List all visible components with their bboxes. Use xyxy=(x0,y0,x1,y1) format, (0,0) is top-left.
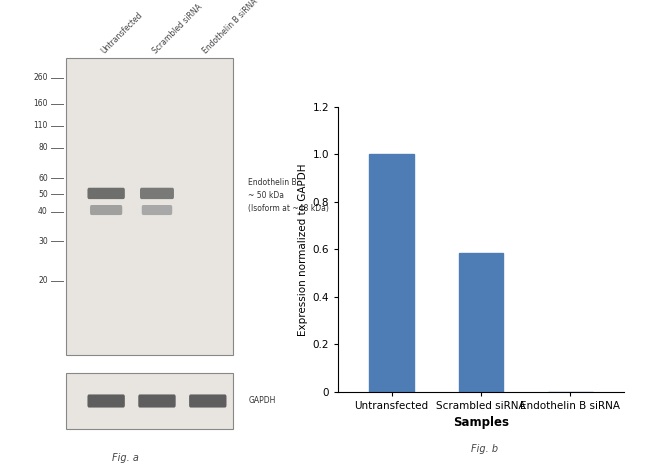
FancyBboxPatch shape xyxy=(88,188,125,199)
Text: Fig. b: Fig. b xyxy=(471,444,498,454)
Text: 260: 260 xyxy=(33,73,48,82)
Text: 30: 30 xyxy=(38,237,48,246)
Text: 80: 80 xyxy=(38,143,48,152)
Text: Untransfected: Untransfected xyxy=(100,11,145,56)
Y-axis label: Expression normalized to GAPDH: Expression normalized to GAPDH xyxy=(298,163,308,336)
X-axis label: Samples: Samples xyxy=(453,417,509,429)
Bar xyxy=(369,154,414,392)
Text: Scrambled siRNA: Scrambled siRNA xyxy=(151,3,203,56)
FancyBboxPatch shape xyxy=(90,205,122,215)
Text: 160: 160 xyxy=(33,99,48,108)
FancyBboxPatch shape xyxy=(140,188,174,199)
Bar xyxy=(66,372,233,429)
Bar xyxy=(66,58,233,355)
Text: Endothelin B siRNA: Endothelin B siRNA xyxy=(202,0,260,56)
Text: Endothelin B
~ 50 kDa
(Isoform at ~48 kDa): Endothelin B ~ 50 kDa (Isoform at ~48 kD… xyxy=(248,178,329,213)
FancyBboxPatch shape xyxy=(142,205,172,215)
Text: 60: 60 xyxy=(38,174,48,182)
FancyBboxPatch shape xyxy=(138,394,176,408)
Bar xyxy=(459,253,503,392)
Text: GAPDH: GAPDH xyxy=(248,397,276,406)
Text: Fig. a: Fig. a xyxy=(112,454,139,464)
FancyBboxPatch shape xyxy=(88,394,125,408)
Text: 20: 20 xyxy=(38,276,48,285)
Text: 50: 50 xyxy=(38,190,48,199)
FancyBboxPatch shape xyxy=(189,394,226,408)
Text: 110: 110 xyxy=(33,121,48,130)
Text: 40: 40 xyxy=(38,207,48,216)
